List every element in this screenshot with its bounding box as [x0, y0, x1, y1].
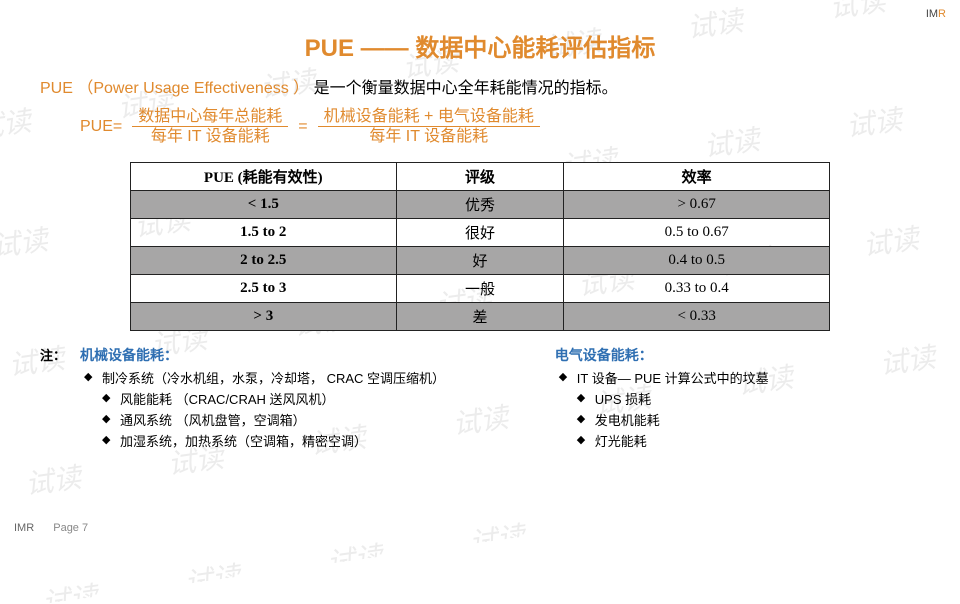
table-cell: < 1.5 [131, 191, 397, 219]
slide: IMR PUE —— 数据中心能耗评估指标 PUE （Power Usage E… [0, 0, 960, 540]
elec-col: 电气设备能耗： IT 设备— PUE 计算公式中的坟墓UPS 损耗发电机能耗灯光… [555, 345, 920, 452]
list-item: 灯光能耗 [559, 432, 920, 453]
formula: PUE= 数据中心每年总能耗 每年 IT 设备能耗 = 机械设备能耗 + 电气设… [40, 107, 920, 146]
footer-page: Page 7 [53, 522, 88, 534]
mech-list: 制冷系统（冷水机组，水泵，冷却塔， CRAC 空调压缩机）风能能耗 （CRAC/… [80, 369, 555, 452]
logo-text: IM [926, 8, 938, 20]
table-header: 评级 [396, 163, 564, 191]
pue-table: PUE (耗能有效性)评级效率 < 1.5优秀> 0.671.5 to 2很好0… [130, 162, 830, 331]
intro-paren: （Power Usage Effectiveness ） [77, 80, 309, 97]
table-cell: 0.4 to 0.5 [564, 247, 830, 275]
table-cell: < 0.33 [564, 303, 830, 331]
intro-pue: PUE [40, 80, 73, 97]
frac1-top: 数据中心每年总能耗 [132, 107, 288, 127]
table-row: < 1.5优秀> 0.67 [131, 191, 830, 219]
table-cell: > 3 [131, 303, 397, 331]
list-item: 风能能耗 （CRAC/CRAH 送风风机） [84, 390, 555, 411]
notes: 注： 机械设备能耗： 制冷系统（冷水机组，水泵，冷却塔， CRAC 空调压缩机）… [40, 345, 920, 452]
table-cell: 2.5 to 3 [131, 275, 397, 303]
formula-eq: = [298, 118, 307, 136]
mech-heading: 机械设备能耗： [80, 345, 555, 365]
intro-rest: 是一个衡量数据中心全年耗能情况的指标。 [314, 80, 618, 97]
mech-col: 机械设备能耗： 制冷系统（冷水机组，水泵，冷却塔， CRAC 空调压缩机）风能能… [80, 345, 555, 452]
table-cell: > 0.67 [564, 191, 830, 219]
table-row: 1.5 to 2很好0.5 to 0.67 [131, 219, 830, 247]
list-item: 发电机能耗 [559, 411, 920, 432]
table-cell: 优秀 [396, 191, 564, 219]
table-row: 2 to 2.5好0.4 to 0.5 [131, 247, 830, 275]
list-item: 加湿系统，加热系统（空调箱，精密空调） [84, 432, 555, 453]
formula-frac1: 数据中心每年总能耗 每年 IT 设备能耗 [132, 107, 288, 146]
list-item: 通风系统 （风机盘管，空调箱） [84, 411, 555, 432]
logo-top-right: IMR [926, 8, 946, 20]
list-item: UPS 损耗 [559, 390, 920, 411]
table-cell: 0.33 to 0.4 [564, 275, 830, 303]
elec-heading: 电气设备能耗： [555, 345, 920, 365]
list-item: IT 设备— PUE 计算公式中的坟墓 [559, 369, 920, 390]
table-cell: 0.5 to 0.67 [564, 219, 830, 247]
table-cell: 很好 [396, 219, 564, 247]
notes-label: 注： [40, 345, 80, 452]
table-cell: 好 [396, 247, 564, 275]
frac1-bot: 每年 IT 设备能耗 [145, 127, 276, 146]
table-body: < 1.5优秀> 0.671.5 to 2很好0.5 to 0.672 to 2… [131, 191, 830, 331]
table-cell: 1.5 to 2 [131, 219, 397, 247]
table-header: 效率 [564, 163, 830, 191]
formula-frac2: 机械设备能耗 + 电气设备能耗 每年 IT 设备能耗 [318, 107, 540, 146]
table-cell: 一般 [396, 275, 564, 303]
table-cell: 差 [396, 303, 564, 331]
table-row: > 3差< 0.33 [131, 303, 830, 331]
frac2-top: 机械设备能耗 + 电气设备能耗 [318, 107, 540, 127]
elec-list: IT 设备— PUE 计算公式中的坟墓UPS 损耗发电机能耗灯光能耗 [555, 369, 920, 452]
footer: IMR Page 7 [14, 522, 88, 534]
formula-label: PUE= [80, 118, 122, 136]
table-cell: 2 to 2.5 [131, 247, 397, 275]
logo-r: R [938, 8, 946, 20]
table-header-row: PUE (耗能有效性)评级效率 [131, 163, 830, 191]
page-title: PUE —— 数据中心能耗评估指标 [40, 28, 920, 63]
intro-text: PUE （Power Usage Effectiveness ） 是一个衡量数据… [40, 77, 920, 101]
frac2-bot: 每年 IT 设备能耗 [363, 127, 494, 146]
table-row: 2.5 to 3一般0.33 to 0.4 [131, 275, 830, 303]
footer-imr: IMR [14, 522, 34, 534]
table-header: PUE (耗能有效性) [131, 163, 397, 191]
list-item: 制冷系统（冷水机组，水泵，冷却塔， CRAC 空调压缩机） [84, 369, 555, 390]
